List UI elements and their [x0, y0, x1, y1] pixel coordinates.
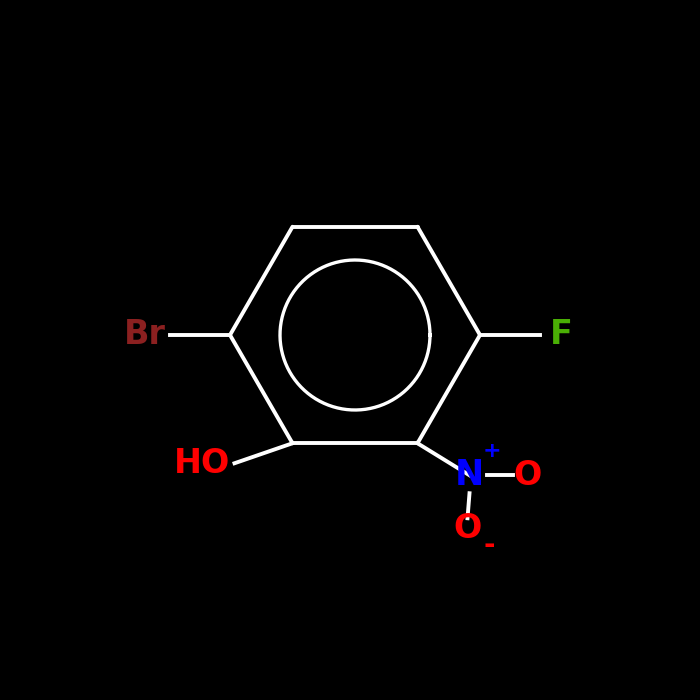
Text: O: O	[513, 458, 542, 492]
Text: F: F	[550, 318, 573, 351]
Text: -: -	[484, 531, 496, 559]
Text: +: +	[482, 441, 500, 461]
Text: HO: HO	[174, 447, 230, 480]
Text: N: N	[455, 458, 484, 492]
Text: Br: Br	[124, 318, 166, 351]
Text: O: O	[454, 512, 482, 545]
